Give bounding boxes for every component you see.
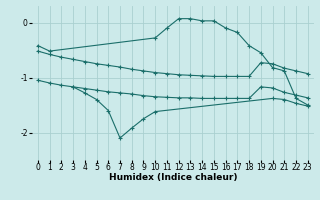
X-axis label: Humidex (Indice chaleur): Humidex (Indice chaleur)	[108, 173, 237, 182]
